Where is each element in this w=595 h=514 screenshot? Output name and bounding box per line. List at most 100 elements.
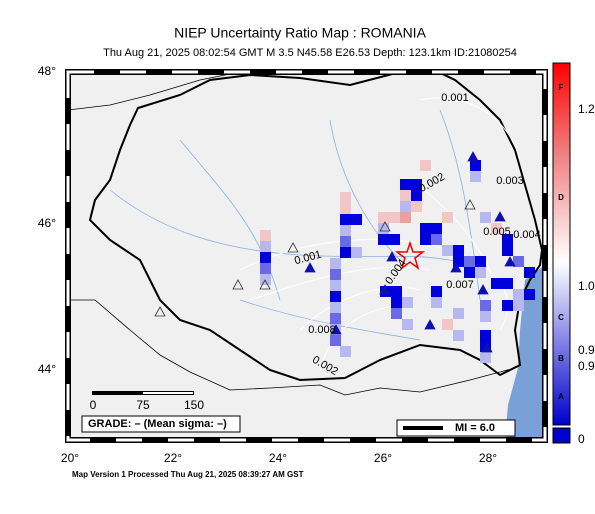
station xyxy=(467,151,479,162)
station xyxy=(494,211,506,222)
station xyxy=(477,284,489,295)
cell xyxy=(340,346,351,357)
cell xyxy=(431,297,442,308)
cell xyxy=(470,160,481,171)
cell xyxy=(431,234,442,245)
station xyxy=(304,262,316,273)
cell xyxy=(491,278,502,289)
cell xyxy=(442,319,453,330)
cell xyxy=(431,286,442,297)
cell xyxy=(464,256,475,267)
grade-box xyxy=(81,415,241,433)
contour-label: 0.003 xyxy=(496,175,524,187)
cell xyxy=(442,245,453,256)
border xyxy=(68,299,516,396)
cell xyxy=(420,160,431,171)
contour-label: 0.007 xyxy=(446,279,474,291)
cell xyxy=(411,179,422,190)
lon-label: 20° xyxy=(61,451,79,465)
cell xyxy=(330,258,341,269)
cell xyxy=(491,223,502,234)
cell xyxy=(389,234,400,245)
cell xyxy=(480,311,491,322)
cell xyxy=(340,214,351,225)
epicenter-star xyxy=(394,240,426,270)
lat-label: 46° xyxy=(38,216,56,230)
cell xyxy=(330,302,341,313)
cell xyxy=(502,234,513,245)
grade-letter: F xyxy=(559,83,564,92)
cell xyxy=(464,267,475,278)
cell xyxy=(524,267,535,278)
black-sea xyxy=(505,265,545,440)
cell xyxy=(502,278,513,289)
cell xyxy=(351,247,362,258)
cell xyxy=(502,300,513,311)
colorbar-tick: 0.9 xyxy=(578,343,595,357)
cell xyxy=(400,190,411,201)
cell xyxy=(420,234,431,245)
cell xyxy=(340,192,351,203)
cell xyxy=(400,212,411,223)
cell xyxy=(475,267,486,278)
station xyxy=(450,262,462,273)
cell xyxy=(378,234,389,245)
cell xyxy=(340,225,351,236)
station xyxy=(330,324,342,335)
station xyxy=(379,221,391,232)
cell xyxy=(431,223,442,234)
contour-label: 0.004 xyxy=(513,229,541,241)
rivers xyxy=(109,109,481,341)
cell xyxy=(330,291,341,302)
lon-label: 22° xyxy=(164,451,182,465)
cell xyxy=(402,319,413,330)
cell xyxy=(330,335,341,346)
cell xyxy=(442,212,453,223)
magnitude-bar xyxy=(403,426,443,430)
colorbar-tick: 0.9 xyxy=(578,359,595,373)
cell xyxy=(513,289,524,300)
contour-label: 0.001 xyxy=(441,92,469,104)
cell xyxy=(400,201,411,212)
station xyxy=(464,199,476,210)
colorbar-zero xyxy=(552,427,571,444)
grade-letter: B xyxy=(558,354,564,363)
cell xyxy=(411,190,422,201)
cell xyxy=(260,230,271,241)
scale-label: 0 xyxy=(90,398,97,412)
romania-border xyxy=(88,72,544,382)
cell xyxy=(411,201,422,212)
contour-label: 0.008 xyxy=(308,324,336,336)
grade-letter: C xyxy=(558,313,564,322)
lat-label: 48° xyxy=(38,64,56,78)
lat-label: 44° xyxy=(38,362,56,376)
grade-letter: A xyxy=(558,392,564,401)
station xyxy=(232,279,244,290)
map-frame xyxy=(65,69,548,443)
scale-label: 75 xyxy=(136,398,150,412)
cell xyxy=(400,179,411,190)
cell xyxy=(453,308,464,319)
lon-label: 28° xyxy=(479,451,497,465)
station xyxy=(154,306,166,317)
cell xyxy=(453,330,464,341)
cell xyxy=(453,256,464,267)
station xyxy=(504,256,516,267)
cell xyxy=(524,289,535,300)
cell xyxy=(351,214,362,225)
cell xyxy=(475,256,486,267)
cell xyxy=(260,263,271,274)
border xyxy=(68,72,241,111)
cell xyxy=(453,245,464,256)
station xyxy=(386,251,398,262)
uncertainty-cells xyxy=(260,160,535,363)
cell xyxy=(513,300,524,311)
scale-bar xyxy=(143,392,193,394)
lon-label: 26° xyxy=(374,451,392,465)
colorbar xyxy=(552,62,571,426)
map-title: NIEP Uncertainty Ratio Map : ROMANIA xyxy=(174,25,426,41)
cell xyxy=(480,212,491,223)
colorbar-tick: 0 xyxy=(578,432,585,446)
cell xyxy=(330,313,341,324)
